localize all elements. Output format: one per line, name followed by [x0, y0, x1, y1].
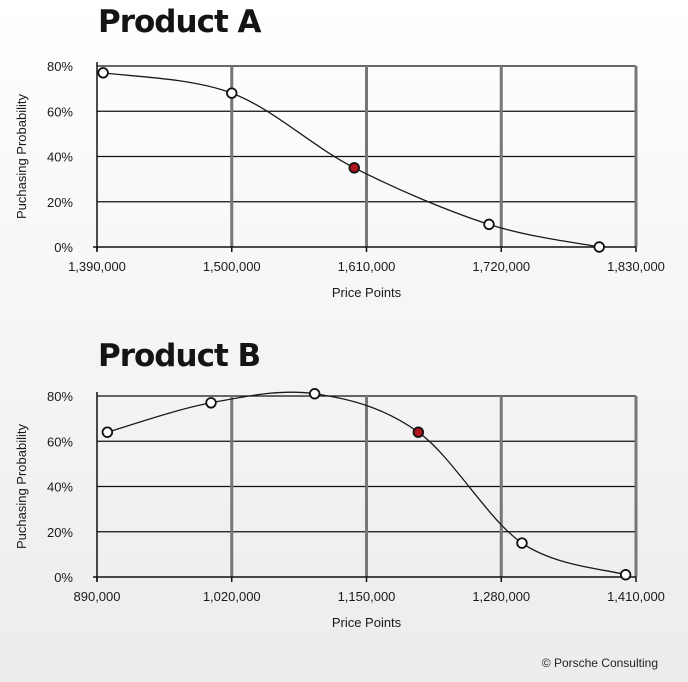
product-b-data-point — [619, 569, 632, 581]
chart-title-product-b: Product B — [98, 338, 261, 374]
product-b-y-tick-label: 40% — [47, 480, 73, 495]
product-b-x-tick-label: 1,410,000 — [607, 589, 665, 604]
product-b-data-point — [205, 397, 217, 409]
product-a-data-point — [226, 87, 238, 99]
product-a-y-tick-label: 80% — [47, 59, 73, 74]
chart-title-product-a: Product A — [98, 4, 262, 40]
product-a-data-point — [483, 218, 495, 231]
product-a-x-tick-label: 1,500,000 — [203, 259, 261, 274]
product-a-y-tick-label: 60% — [47, 104, 73, 119]
product-a-x-tick-label: 1,610,000 — [338, 259, 396, 274]
chart-product-b: 0% 20% 40% 60% 80% 890,000 1,020,000 1,150,000 1… — [14, 388, 665, 630]
product-b-data-point — [308, 388, 321, 400]
product-a-x-tick-label: 1,720,000 — [472, 259, 530, 274]
product-b-x-tick-label: 1,280,000 — [472, 589, 530, 604]
product-a-series-line — [103, 72, 600, 248]
product-b-series-line — [107, 391, 626, 576]
product-b-y-tick-label: 20% — [47, 525, 73, 540]
product-a-data-point — [593, 241, 605, 253]
product-b-x-tick-label: 890,000 — [74, 589, 121, 604]
product-a-x-axis-label: Price Points — [332, 285, 402, 300]
product-b-x-tick-label: 1,150,000 — [338, 589, 396, 604]
product-a-x-tick-label: 1,390,000 — [68, 259, 126, 274]
product-b-data-point — [101, 426, 114, 438]
product-a-y-tick-label: 40% — [47, 150, 73, 165]
product-a-x-tick-label: 1,830,000 — [607, 259, 665, 274]
product-a-y-tick-label: 0% — [54, 240, 73, 255]
product-a-data-point — [97, 67, 109, 79]
product-a-y-tick-label: 20% — [47, 195, 73, 210]
product-b-y-tick-label: 80% — [47, 389, 73, 404]
product-b-x-axis-label: Price Points — [332, 615, 402, 630]
product-a-highlight-point — [348, 162, 360, 174]
copyright-footer: © Porsche Consulting — [541, 656, 658, 670]
chart-product-a: 0% 20% 40% 60% 80% 1,390,000 1,500,000 1,610,00… — [14, 59, 665, 300]
product-b-highlight-point — [412, 426, 425, 438]
product-b-data-point — [516, 537, 528, 549]
product-a-y-axis-label: Puchasing Probability — [14, 93, 29, 219]
product-b-x-tick-label: 1,020,000 — [203, 589, 261, 604]
product-b-y-tick-label: 60% — [47, 434, 73, 449]
product-b-y-tick-label: 0% — [54, 570, 73, 585]
product-b-y-axis-label: Puchasing Probability — [14, 423, 29, 549]
